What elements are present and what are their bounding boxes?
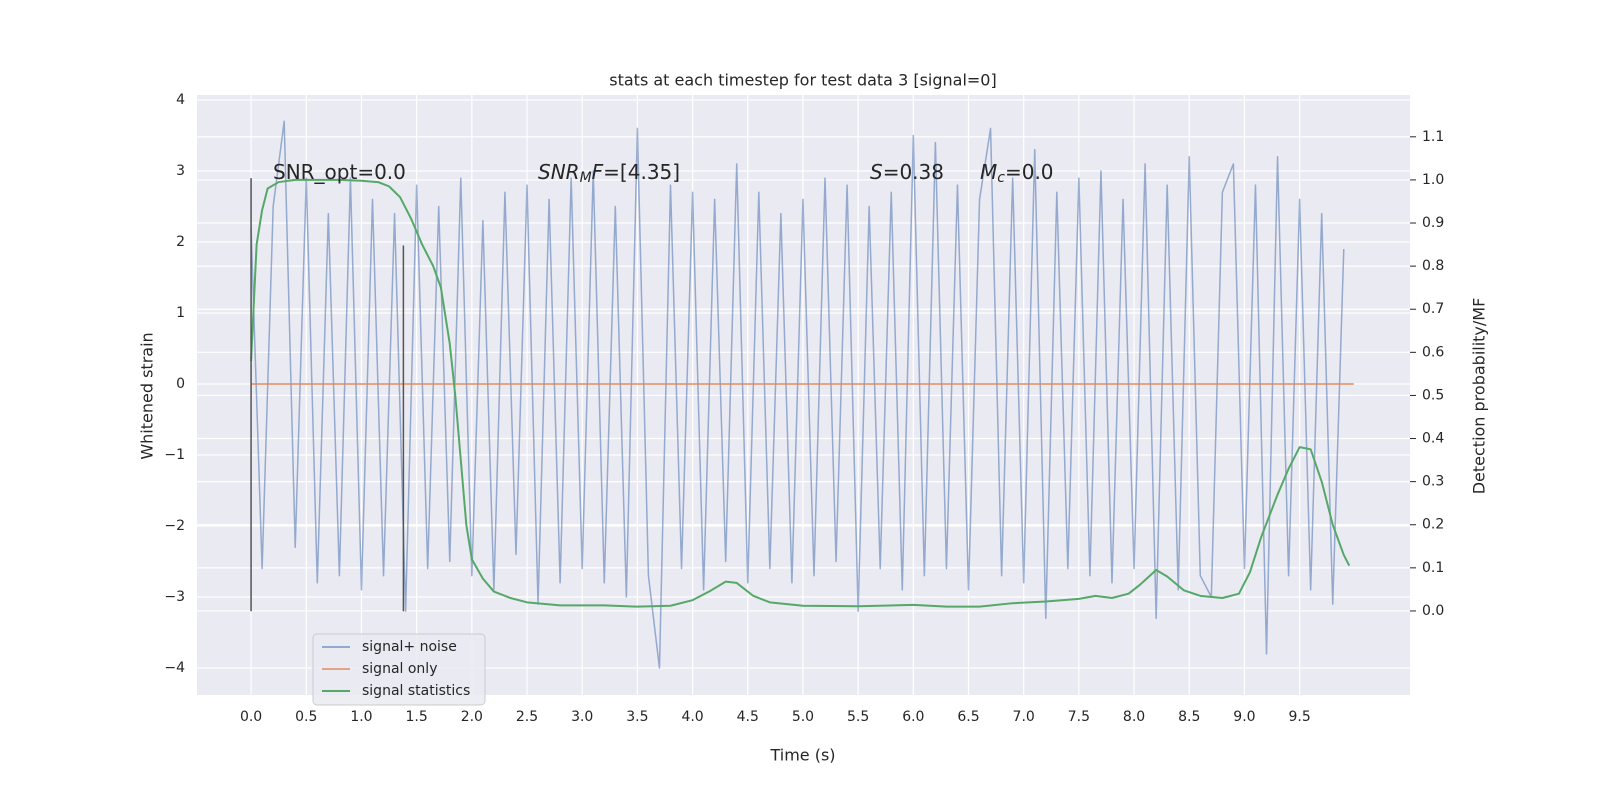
y2-tick-label: 0.7 [1422, 301, 1444, 317]
annotation-part: SNR_opt=0.0 [273, 160, 406, 184]
x-tick-label: 3.0 [571, 709, 593, 725]
annotation: SNRMF=[4.35] [538, 160, 680, 187]
y2-tick-label: 0.3 [1422, 474, 1444, 490]
annotation-part: c [997, 170, 1005, 186]
x-tick-label: 9.5 [1288, 709, 1310, 725]
x-tick-label: 6.0 [902, 709, 924, 725]
series-line [250, 178, 1351, 608]
annotation-part: =0.0 [1005, 160, 1054, 184]
y-tick-label: −3 [164, 589, 185, 605]
y2-tick-label: 0.9 [1422, 215, 1444, 231]
x-tick-label: 5.0 [792, 709, 814, 725]
legend-box [312, 633, 486, 706]
legend-label: signal statistics [362, 683, 470, 699]
y2-tick-label: 0.0 [1422, 603, 1444, 619]
annotation: S=0.38 [870, 160, 944, 184]
annotation-part: =0.38 [883, 160, 944, 184]
y2-tick-label: 0.2 [1422, 517, 1444, 533]
y2-tick-label: 1.1 [1422, 129, 1444, 145]
x-tick-label: 7.5 [1068, 709, 1090, 725]
x-tick-label: 6.5 [957, 709, 979, 725]
x-tick-label: 8.5 [1178, 709, 1200, 725]
series-line [250, 120, 1345, 669]
y-tick-label: −2 [164, 518, 185, 534]
x-tick-label: 1.0 [350, 709, 372, 725]
x-tick-label: 9.0 [1233, 709, 1255, 725]
y2-tick-label: 1.0 [1422, 172, 1444, 188]
y2-tick-label: 0.5 [1422, 387, 1444, 403]
x-tick-label: 3.5 [626, 709, 648, 725]
x-tick-label: 4.0 [681, 709, 703, 725]
x-axis-label: Time (s) [769, 746, 835, 765]
y2-tick-label: 0.6 [1422, 344, 1444, 360]
x-tick-label: 2.5 [516, 709, 538, 725]
annotation-part: M [580, 170, 592, 186]
y-tick-label: 1 [176, 305, 185, 321]
x-tick-label: 0.0 [240, 709, 262, 725]
y-tick-label: 4 [176, 92, 185, 108]
legend-label: signal only [362, 661, 437, 677]
annotation-part: M [980, 160, 997, 184]
x-tick-label: 2.0 [461, 709, 483, 725]
x-tick-label: 0.5 [295, 709, 317, 725]
annotation-part: S [870, 160, 883, 184]
x-tick-label: 8.0 [1123, 709, 1145, 725]
y2-axis-label: Detection probability/MF [1470, 298, 1489, 495]
chart-title: stats at each timestep for test data 3 [… [609, 71, 996, 90]
x-tick-label: 7.0 [1013, 709, 1035, 725]
y-tick-label: −1 [164, 447, 185, 463]
x-tick-label: 4.5 [737, 709, 759, 725]
y-tick-label: 0 [176, 376, 185, 392]
annotation: SNR_opt=0.0 [273, 160, 406, 184]
legend-label: signal+ noise [362, 639, 457, 655]
annotation-part: =[4.35] [603, 160, 680, 184]
x-tick-label: 5.5 [847, 709, 869, 725]
annotation: Mc=0.0 [980, 160, 1054, 187]
x-tick-label: 1.5 [406, 709, 428, 725]
y2-tick-label: 0.4 [1422, 431, 1444, 447]
annotation-part: F [592, 160, 604, 184]
y-tick-label: 3 [176, 163, 185, 179]
y2-tick-label: 0.1 [1422, 560, 1444, 576]
annotation-part: SNR [538, 160, 580, 184]
y-tick-label: −4 [164, 660, 185, 676]
y-tick-label: 2 [176, 234, 185, 250]
y-axis-label: Whitened strain [138, 332, 157, 459]
y2-tick-label: 0.8 [1422, 258, 1444, 274]
